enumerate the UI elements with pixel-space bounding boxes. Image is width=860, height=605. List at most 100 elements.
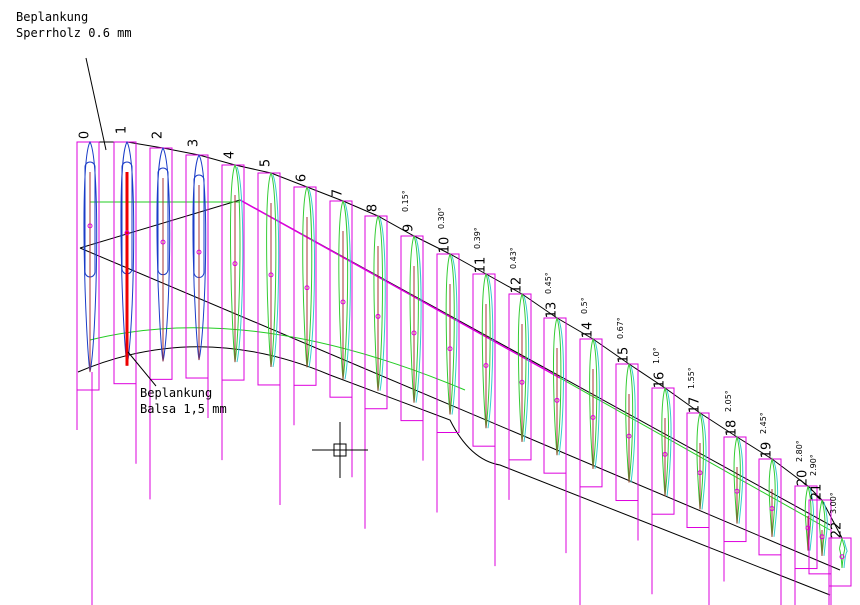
- rib-number: 14: [581, 322, 596, 339]
- rib-profile: [120, 140, 135, 366]
- rib-node: [697, 470, 703, 476]
- rib-profile-inner: [344, 202, 351, 380]
- rib-profile-inner: [451, 255, 458, 415]
- rib-node: [519, 379, 525, 385]
- green-line: [559, 377, 831, 531]
- rib-number: 22: [830, 522, 845, 539]
- spar-line: [79, 199, 241, 249]
- rib-node: [819, 534, 825, 540]
- rib-profile-inner: [308, 188, 316, 368]
- magenta-line: [239, 199, 561, 379]
- rib-number: 10: [438, 237, 453, 254]
- rib-profile-inner: [630, 365, 636, 483]
- rib-number: 7: [331, 189, 346, 197]
- rib-profile: [839, 537, 846, 569]
- leader-line: [127, 351, 157, 387]
- leader-line: [85, 57, 107, 151]
- rib-frame: [76, 141, 100, 391]
- rib-number: 2: [151, 131, 166, 139]
- rib-number: 11: [474, 257, 489, 274]
- rib-number: 21: [810, 484, 825, 501]
- rib-number: 1: [115, 126, 130, 134]
- rib-node: [769, 506, 775, 512]
- rib-node: [196, 249, 202, 255]
- rib-number: 9: [402, 224, 417, 232]
- annotation-line: Balsa 1,5 mm: [140, 402, 227, 416]
- rib-angle: 0.15°: [401, 190, 410, 212]
- rib-frame: [400, 235, 424, 422]
- rib-angle: 0.39°: [473, 227, 482, 249]
- rib-number: 5: [259, 159, 274, 167]
- rib-angle: 2.45°: [759, 412, 768, 434]
- rib-frame: [113, 141, 137, 385]
- rib-frame: [808, 499, 832, 575]
- rib-angle: 3.00°: [829, 492, 838, 514]
- rib-frame: [794, 485, 818, 570]
- annotation-line: Sperrholz 0.6 mm: [16, 26, 132, 40]
- rib-profile-inner: [272, 174, 280, 368]
- crosshair: [312, 422, 368, 478]
- rib-number: 16: [653, 372, 668, 389]
- rib-profile-inner: [487, 275, 494, 429]
- rib-profile-inner: [236, 166, 244, 363]
- rib-node: [160, 239, 166, 245]
- rib-angle: 0.43°: [509, 247, 518, 269]
- rib-frame: [543, 317, 567, 474]
- rib-angle: 2.90°: [809, 454, 818, 476]
- rib-profile-inner: [558, 319, 564, 456]
- rib-angle: 2.05°: [724, 390, 733, 412]
- rib-node: [375, 313, 381, 319]
- rib-frame: [723, 436, 747, 543]
- rib-node: [839, 554, 845, 560]
- rib-frame: [221, 164, 245, 381]
- trailing-edge: [77, 346, 831, 596]
- rib-profile-inner: [666, 389, 672, 497]
- rib-profile: [156, 146, 171, 362]
- rib-frame: [149, 147, 173, 380]
- rib-profile-inner: [523, 295, 530, 442]
- rib-frame: [615, 363, 639, 502]
- rib-number: 15: [617, 347, 632, 364]
- rib-number: 13: [545, 302, 560, 319]
- rib-node: [590, 414, 596, 420]
- rib-number: 4: [223, 151, 238, 159]
- rib-node: [805, 525, 811, 531]
- rib-node: [554, 397, 560, 403]
- spar-line: [79, 247, 841, 571]
- rib-frame: [293, 186, 317, 386]
- rib-node: [411, 330, 417, 336]
- rib-node: [447, 346, 453, 352]
- green-curve: [89, 327, 466, 391]
- annotation-line: Beplankung: [16, 10, 88, 24]
- rib-node: [662, 451, 668, 457]
- rib-frame: [329, 200, 353, 398]
- rib-node: [87, 223, 93, 229]
- rib-number: 18: [725, 420, 740, 437]
- rib-angle: 1.0°: [652, 347, 661, 364]
- rib-number: 8: [366, 204, 381, 212]
- rib-profile-inner: [701, 414, 707, 510]
- rib-angle: 1.55°: [687, 367, 696, 389]
- rib-frame: [828, 537, 852, 587]
- rib-number: 19: [760, 442, 775, 459]
- rib-node: [232, 261, 238, 267]
- rib-profile-inner: [415, 237, 422, 403]
- rib-number: 6: [295, 174, 310, 182]
- rib-number: 3: [187, 139, 202, 147]
- rib-node: [268, 272, 274, 278]
- rib-frame: [472, 273, 496, 447]
- rib-node: [124, 230, 130, 236]
- rib-frame: [364, 215, 388, 410]
- rib-profile-inner: [773, 460, 779, 537]
- rib-frame: [508, 293, 532, 461]
- rib-profile: [266, 171, 277, 368]
- rib-node: [626, 433, 632, 439]
- rib-number: 20: [796, 470, 811, 487]
- rib-angle: 2.80°: [795, 440, 804, 462]
- rib-profile-inner: [738, 438, 744, 524]
- rib-frame: [651, 387, 675, 515]
- rib-angle: 0.67°: [616, 317, 625, 339]
- rib-frame: [257, 172, 281, 386]
- rib-profile-inner: [379, 217, 386, 391]
